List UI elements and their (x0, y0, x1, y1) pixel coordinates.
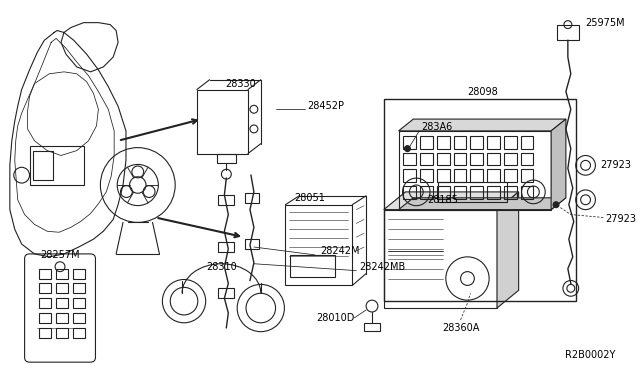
Bar (504, 169, 516, 182)
Bar (470, 136, 483, 148)
Text: 28051: 28051 (294, 193, 326, 203)
Text: 25975M: 25975M (586, 17, 625, 28)
Bar (40, 269, 51, 279)
Bar (437, 136, 450, 148)
Bar (470, 169, 483, 182)
Bar (520, 136, 533, 148)
Bar (487, 186, 500, 199)
Text: 28360A: 28360A (442, 323, 479, 333)
Circle shape (553, 202, 559, 208)
Polygon shape (497, 192, 518, 308)
Bar (437, 169, 450, 182)
Bar (73, 313, 84, 323)
Text: 28310: 28310 (206, 262, 237, 272)
Bar (420, 136, 433, 148)
Text: 28452P: 28452P (307, 101, 344, 111)
Bar (437, 186, 450, 199)
Bar (218, 242, 234, 252)
Bar (403, 169, 416, 182)
Bar (403, 153, 416, 165)
Text: 28185: 28185 (428, 195, 458, 205)
Bar (403, 136, 416, 148)
Bar (384, 99, 576, 301)
Bar (56, 328, 68, 337)
Text: 27923: 27923 (600, 160, 631, 170)
Text: 28330: 28330 (226, 78, 257, 89)
Bar (437, 153, 450, 165)
Text: 28010D: 28010D (316, 313, 355, 323)
Bar (285, 205, 353, 285)
Bar (520, 169, 533, 182)
Bar (420, 186, 433, 199)
Polygon shape (399, 198, 566, 209)
Bar (504, 153, 516, 165)
Bar (420, 169, 433, 182)
Bar (384, 209, 497, 308)
Bar (438, 182, 507, 202)
Bar (364, 323, 380, 331)
Bar (520, 186, 533, 199)
Bar (56, 298, 68, 308)
Bar (56, 283, 68, 293)
Bar (40, 328, 51, 337)
Bar (454, 153, 467, 165)
Polygon shape (399, 119, 566, 131)
Bar (56, 313, 68, 323)
Circle shape (404, 146, 410, 151)
Text: R2B0002Y: R2B0002Y (564, 350, 615, 360)
Text: 283A6: 283A6 (421, 122, 452, 132)
Text: 28242MB: 28242MB (359, 262, 406, 272)
Bar (197, 90, 248, 154)
Bar (399, 131, 551, 209)
Bar (73, 328, 84, 337)
Bar (487, 136, 500, 148)
Polygon shape (384, 192, 518, 209)
Bar (56, 269, 68, 279)
Bar (557, 25, 579, 40)
Bar (33, 151, 53, 180)
Bar (454, 136, 467, 148)
Bar (29, 146, 84, 185)
Bar (420, 153, 433, 165)
Bar (487, 169, 500, 182)
Bar (40, 283, 51, 293)
Text: 28257M: 28257M (40, 250, 80, 260)
Polygon shape (551, 119, 566, 209)
Bar (504, 136, 516, 148)
Bar (245, 239, 259, 249)
Bar (454, 169, 467, 182)
Text: 28242M: 28242M (320, 246, 359, 256)
Bar (504, 186, 516, 199)
Bar (218, 195, 234, 205)
Bar (487, 153, 500, 165)
Bar (454, 186, 467, 199)
Bar (470, 153, 483, 165)
Bar (73, 283, 84, 293)
Bar (216, 154, 236, 163)
Bar (470, 186, 483, 199)
Bar (520, 153, 533, 165)
Bar (40, 313, 51, 323)
Bar (291, 255, 335, 276)
Bar (218, 288, 234, 298)
Bar (73, 298, 84, 308)
Text: 27923: 27923 (605, 215, 636, 224)
Text: 28098: 28098 (467, 87, 498, 96)
Bar (40, 298, 51, 308)
Bar (73, 269, 84, 279)
Bar (403, 186, 416, 199)
Bar (245, 193, 259, 203)
